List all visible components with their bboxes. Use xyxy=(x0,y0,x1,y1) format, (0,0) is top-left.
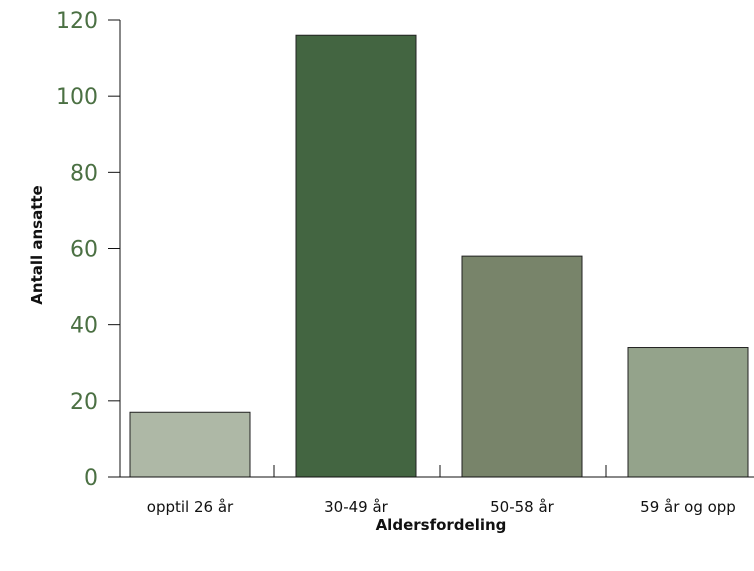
bar-4 xyxy=(627,347,749,478)
y-tick-label: 20 xyxy=(70,390,98,415)
bar-2 xyxy=(295,34,417,478)
y-axis: 0 20 40 60 80 100 120 xyxy=(56,9,121,491)
y-tick-label: 100 xyxy=(56,85,98,110)
x-axis: opptil 26 år 30-49 år 50-58 år 59 år og opp xyxy=(108,465,754,516)
y-tick-label: 0 xyxy=(84,466,98,491)
x-tick-label: 59 år og opp xyxy=(640,498,736,516)
x-tick-label: 30-49 år xyxy=(324,498,389,516)
y-tick-label: 60 xyxy=(70,238,98,263)
y-tick-label: 120 xyxy=(56,9,98,34)
y-tick-label: 80 xyxy=(70,161,98,186)
x-axis-title: Aldersfordeling xyxy=(376,516,507,534)
y-tick-label: 40 xyxy=(70,314,98,339)
bar-1 xyxy=(129,411,251,478)
bars xyxy=(129,34,749,478)
x-tick-label: opptil 26 år xyxy=(147,498,234,516)
bar-3 xyxy=(461,255,583,478)
x-tick-label: 50-58 år xyxy=(490,498,555,516)
y-axis-title: Antall ansatte xyxy=(28,185,46,304)
